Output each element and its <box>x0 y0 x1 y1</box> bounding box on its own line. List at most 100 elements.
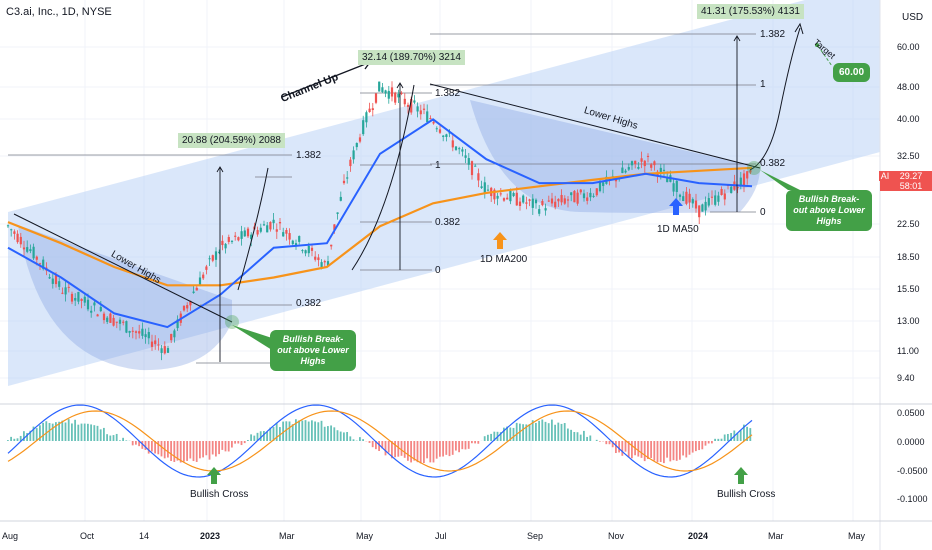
x-tick: Oct <box>80 531 95 541</box>
macd-histogram-bar <box>285 421 288 441</box>
candle-body <box>138 331 141 334</box>
macd-histogram-bar <box>551 419 553 441</box>
macd-histogram-bar <box>192 441 195 462</box>
macd-histogram-bar <box>368 441 371 443</box>
arc-bottom-1 <box>18 225 232 371</box>
macd-histogram-bar <box>381 441 384 449</box>
candle-body <box>384 90 387 94</box>
y-tick: 22.50 <box>897 219 920 229</box>
macd-histogram-bar <box>272 427 275 441</box>
candle-body <box>141 328 144 336</box>
macd-histogram-bar <box>416 441 419 463</box>
macd-histogram-bar <box>672 441 675 461</box>
macd-histogram-bar <box>714 438 716 441</box>
candle-body <box>646 155 650 157</box>
candle-body <box>109 313 112 323</box>
macd-tick: 0.0500 <box>897 408 925 418</box>
candle-body <box>666 178 669 183</box>
y-tick: 60.00 <box>897 42 920 52</box>
measure-label-1: 20.88 (204.59%) 2088 <box>178 133 285 148</box>
macd-histogram-bar <box>13 438 16 441</box>
macd-histogram-bar <box>282 421 284 441</box>
candle-body <box>410 98 413 113</box>
candle-body <box>131 330 134 332</box>
macd-histogram-bar <box>211 441 214 455</box>
candle-body <box>710 196 714 198</box>
ma50-line <box>7 118 753 329</box>
candle-body <box>627 167 630 170</box>
macd-histogram-bar <box>253 435 256 441</box>
candle-body <box>598 181 602 192</box>
candle-body <box>211 255 214 261</box>
macd-histogram-bar <box>538 420 540 441</box>
candle-body <box>550 198 554 204</box>
candle-body <box>67 286 70 288</box>
candle-body <box>214 251 218 260</box>
measure-label-3: 41.31 (175.53%) 4131 <box>697 4 804 19</box>
macd-histogram-bar <box>67 419 70 441</box>
ticker-symbol: AI <box>879 171 891 181</box>
macd-histogram-bar <box>554 424 556 441</box>
candle-body <box>38 263 42 265</box>
macd-histogram-bar <box>359 437 361 441</box>
candle-body <box>304 250 307 254</box>
macd-histogram-bar <box>64 422 67 441</box>
x-tick: 2023 <box>200 531 221 541</box>
macd-histogram-bar <box>474 441 476 444</box>
candle-body <box>339 196 342 201</box>
macd-histogram-bar <box>730 433 732 441</box>
macd-histogram-bar <box>96 425 99 441</box>
candle-body <box>403 98 406 105</box>
macd-histogram-bar <box>195 441 198 462</box>
macd-histogram-bar <box>333 427 336 441</box>
candle-body <box>467 158 470 165</box>
candle-body <box>291 240 294 245</box>
candle-body <box>566 199 570 201</box>
macd-histogram-bar <box>400 441 403 456</box>
candle-body <box>208 258 211 260</box>
bar-countdown: 58:01 <box>899 181 923 191</box>
x-tick: Mar <box>768 531 784 541</box>
macd-histogram-bar <box>323 426 326 441</box>
macd-histogram-bar <box>743 424 745 441</box>
candle-body <box>470 161 474 176</box>
candle-body <box>10 229 13 231</box>
candle-body <box>192 291 195 293</box>
measure-arrowhead <box>396 82 404 89</box>
candle-body <box>170 333 173 341</box>
candle-body <box>128 331 131 333</box>
macd-histogram-bar <box>653 441 656 461</box>
candle-body <box>426 111 429 123</box>
fib-label: 0 <box>760 207 766 218</box>
candle-body <box>477 173 480 181</box>
macd-histogram-bar <box>112 435 115 441</box>
candle-body <box>630 161 634 166</box>
macd-histogram-bar <box>317 422 320 441</box>
candle-body <box>205 266 208 270</box>
candle-body <box>118 319 122 324</box>
candle-body <box>534 199 538 204</box>
macd-histogram-bar <box>311 420 313 441</box>
signal-arrows <box>207 161 800 484</box>
y-tick: 15.50 <box>897 284 920 294</box>
candle-body <box>317 257 320 261</box>
macd-panel <box>7 404 753 478</box>
macd-histogram-bar <box>541 419 544 441</box>
candle-body <box>512 193 515 197</box>
macd-histogram-bar <box>80 423 83 441</box>
measure-arrows <box>216 35 741 362</box>
candle-body <box>48 277 51 279</box>
breakout-callout-1: Bullish Break-out above Lower Highs <box>270 330 356 371</box>
macd-histogram-bar <box>429 441 432 463</box>
fib-label: 1.382 <box>760 29 786 40</box>
macd-histogram-bar <box>451 441 454 455</box>
macd-histogram-bar <box>269 427 272 441</box>
macd-histogram-bar <box>378 441 380 452</box>
candle-body <box>742 173 746 186</box>
macd-histogram-bar <box>579 434 582 441</box>
macd-histogram-bar <box>327 426 329 441</box>
candle-body <box>557 198 560 202</box>
macd-histogram-bar <box>266 431 268 441</box>
macd-histogram-bar <box>439 441 441 457</box>
candle-body <box>166 348 170 353</box>
